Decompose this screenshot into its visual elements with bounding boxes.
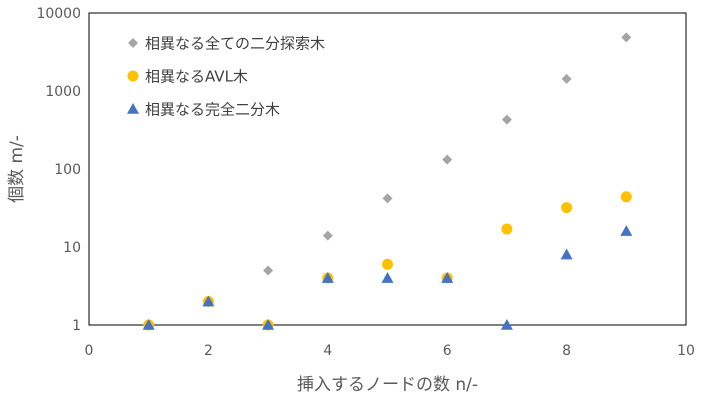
x-tick-label: 10 — [677, 343, 695, 359]
data-marks — [142, 32, 633, 331]
data-point — [621, 32, 632, 43]
x-tick-label: 2 — [204, 343, 213, 359]
data-point — [381, 272, 394, 283]
data-point — [500, 319, 513, 330]
data-point — [142, 319, 155, 330]
legend-label: 相異なる全ての二分探索木 — [145, 35, 325, 53]
y-tick-label: 100 — [54, 162, 81, 178]
data-point — [202, 295, 215, 307]
data-point — [620, 191, 632, 203]
data-point — [263, 265, 274, 276]
data-point — [560, 248, 573, 260]
x-axis-title: 挿入するノードの数 n/- — [297, 375, 478, 395]
data-point — [620, 225, 633, 236]
data-point — [321, 272, 334, 283]
data-point — [501, 223, 513, 235]
y-axis-ticks: 1 10 100 1000 10000 — [36, 6, 81, 334]
x-tick-label: 0 — [85, 343, 94, 359]
x-tick-label: 8 — [562, 343, 571, 359]
data-point — [382, 193, 393, 204]
data-point — [442, 154, 453, 165]
data-point — [262, 319, 275, 330]
legend-label: 相異なる完全二分木 — [145, 101, 280, 119]
legend-item: 相異なるAVL木 — [127, 68, 248, 86]
y-tick-label: 10 — [63, 240, 81, 256]
x-tick-label: 4 — [323, 343, 332, 359]
legend-item: 相異なる完全二分木 — [127, 101, 280, 119]
data-point — [561, 202, 573, 214]
data-point — [441, 272, 454, 283]
x-tick-label: 6 — [443, 343, 452, 359]
legend-marker — [127, 103, 139, 114]
data-point — [382, 258, 393, 270]
data-point — [561, 73, 572, 84]
x-axis-ticks: 0 2 4 6 8 10 — [85, 343, 695, 359]
y-tick-label: 1 — [72, 318, 81, 334]
data-point — [322, 230, 333, 241]
data-point — [501, 114, 512, 125]
y-tick-label: 1000 — [45, 84, 81, 100]
legend-marker — [128, 38, 138, 48]
y-tick-label: 10000 — [36, 6, 81, 22]
y-axis-title: 個数 m/- — [7, 135, 27, 203]
legend-marker — [127, 70, 139, 82]
legend-label: 相異なるAVL木 — [145, 68, 248, 86]
plot-area — [88, 12, 687, 326]
series-triangle — [142, 225, 633, 330]
legend-item: 相異なる全ての二分探索木 — [128, 35, 325, 53]
